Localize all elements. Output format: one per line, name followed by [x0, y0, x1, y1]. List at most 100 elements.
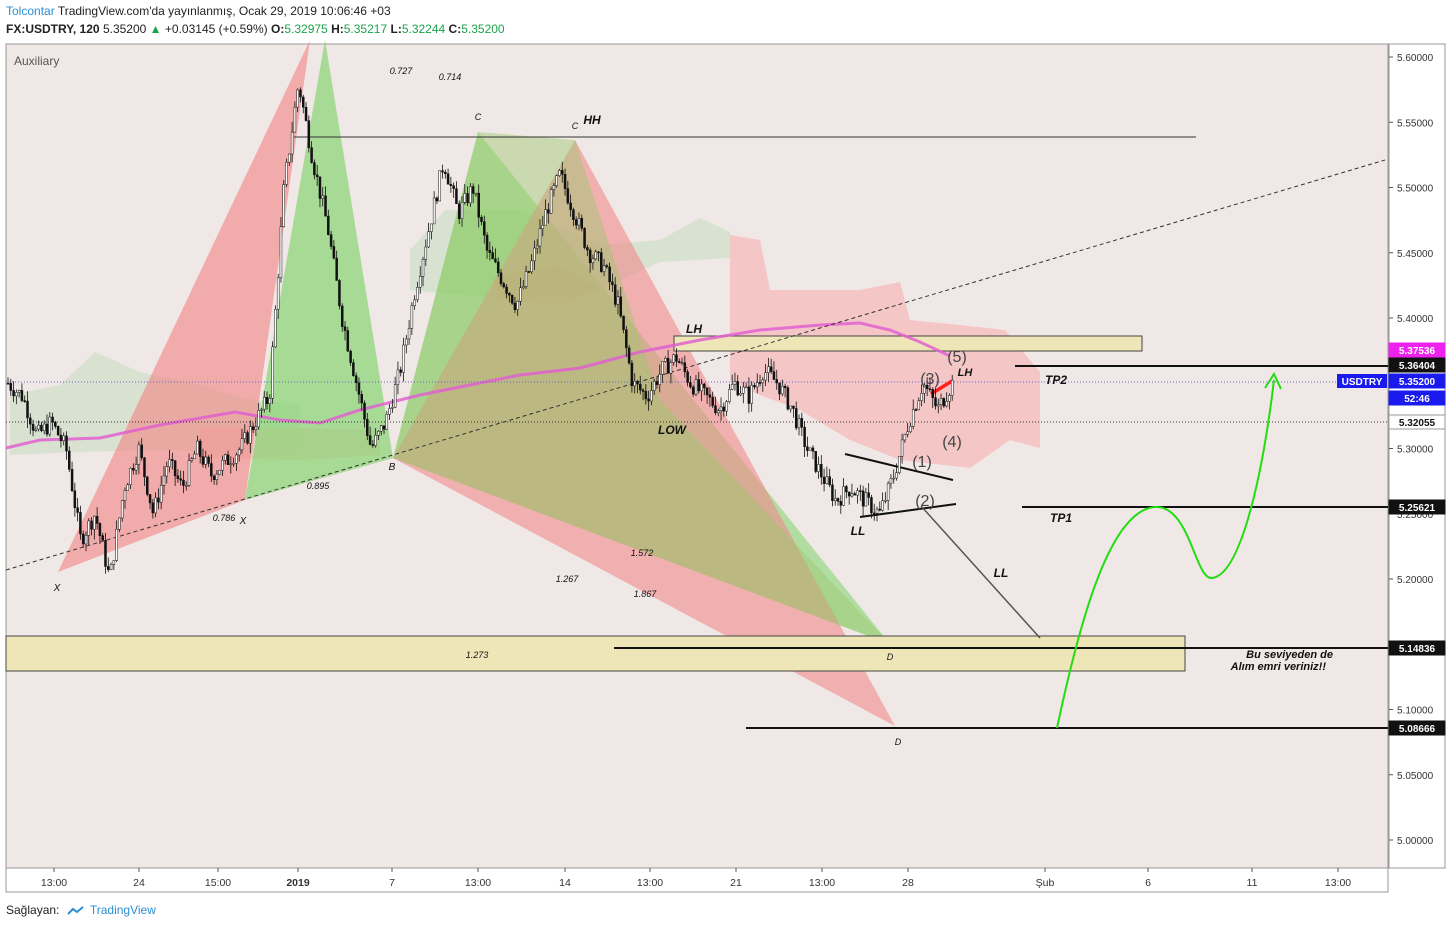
candle-body: [708, 394, 712, 398]
candle-body: [343, 326, 347, 331]
candle-body: [644, 391, 648, 400]
candle-body: [533, 247, 536, 262]
candle-body: [148, 494, 152, 504]
candle-body: [778, 382, 781, 395]
candle-body: [689, 382, 692, 388]
candle-body: [761, 379, 765, 384]
candle-body: [310, 147, 313, 163]
candle-body: [889, 478, 893, 484]
candle-body: [577, 218, 581, 226]
x-tick-label: 13:00: [465, 877, 491, 889]
candle-body: [182, 479, 185, 486]
candle-body: [516, 301, 519, 310]
symbol-badge-text: USDTRY: [1342, 377, 1383, 388]
candle-body: [313, 162, 316, 176]
candle-body: [950, 380, 954, 396]
candle-body: [717, 410, 720, 413]
candle-body: [510, 294, 514, 304]
candle-body: [549, 189, 553, 214]
candle-body: [594, 251, 597, 260]
candle-body: [424, 246, 428, 260]
candle-body: [519, 287, 522, 302]
candle-body: [736, 381, 739, 396]
candle-body: [324, 195, 327, 217]
candle-body: [886, 482, 890, 501]
candle-body: [76, 507, 79, 513]
candle-body: [535, 245, 539, 249]
candle-body: [262, 397, 266, 410]
y-tick-label: 5.05000: [1397, 771, 1434, 782]
candle-body: [215, 473, 219, 480]
x-tick-label: 28: [902, 877, 914, 889]
candle-body: [441, 170, 444, 173]
candle-body: [56, 426, 60, 436]
candle-body: [15, 392, 18, 397]
candle-body: [547, 209, 550, 214]
candle-body: [271, 346, 274, 399]
candle-body: [839, 501, 843, 506]
price-badge: [1388, 390, 1446, 406]
candle-body: [641, 389, 645, 392]
demand-zone[interactable]: [5, 635, 1186, 672]
candles[interactable]: [6, 87, 954, 574]
x-tick-label: 24: [133, 877, 145, 889]
chart-annotation: D: [887, 652, 894, 662]
candle-body: [45, 423, 49, 435]
candle-body: [446, 173, 450, 185]
candle-body: [402, 344, 405, 373]
candle-body: [730, 384, 734, 390]
candle-body: [416, 287, 419, 301]
candle-body: [354, 375, 358, 383]
candle-body: [318, 176, 322, 199]
chart-annotation: 0.895: [307, 481, 331, 491]
candle-body: [17, 390, 21, 393]
time-axis[interactable]: [5, 867, 1389, 893]
candle-body: [107, 566, 110, 570]
candle-body: [847, 491, 851, 497]
tradingview-logo-icon: [67, 906, 84, 915]
candle-body: [906, 431, 909, 435]
candle-body: [449, 183, 453, 186]
candle-body: [438, 170, 441, 202]
y-tick-label: 5.45000: [1397, 249, 1434, 260]
candle-body: [797, 418, 801, 429]
price-badge: [1388, 640, 1446, 656]
candle-body: [859, 490, 862, 492]
candle-body: [934, 397, 937, 407]
candle-body: [65, 435, 68, 452]
candle-body: [474, 192, 478, 195]
candle-body: [62, 435, 65, 442]
y-tick-label: 5.40000: [1397, 314, 1434, 325]
candle-body: [20, 390, 24, 401]
trend-lines: [5, 136, 1388, 729]
candle-body: [767, 366, 770, 373]
candle-body: [104, 540, 107, 567]
candle-body: [123, 490, 127, 501]
candle-body: [870, 497, 873, 514]
author-name[interactable]: Tolcontar: [6, 4, 55, 18]
chart-annotation: (3): [920, 371, 940, 388]
footer-brand[interactable]: TradingView: [89, 903, 156, 917]
candle-body: [747, 386, 751, 404]
candle-body: [34, 428, 38, 431]
candle-body: [931, 389, 934, 398]
candle-body: [279, 226, 283, 279]
chart-annotation: C: [475, 112, 482, 122]
candle-body: [680, 362, 684, 364]
candle-body: [363, 402, 366, 420]
candle-body: [711, 396, 714, 406]
candle-body: [12, 390, 15, 397]
candle-body: [898, 456, 901, 473]
candle-body: [87, 520, 91, 536]
candle-body: [833, 498, 837, 502]
candle-body: [224, 454, 227, 461]
price-axis[interactable]: [1388, 43, 1446, 869]
price-badge-text: 5.35200: [1399, 377, 1436, 388]
candle-body: [6, 383, 10, 385]
y-tick-label: 5.00000: [1397, 836, 1434, 847]
candle-body: [937, 404, 940, 407]
symbol-badge: [1337, 374, 1387, 388]
candle-body: [190, 458, 194, 461]
candle-body: [675, 354, 678, 362]
